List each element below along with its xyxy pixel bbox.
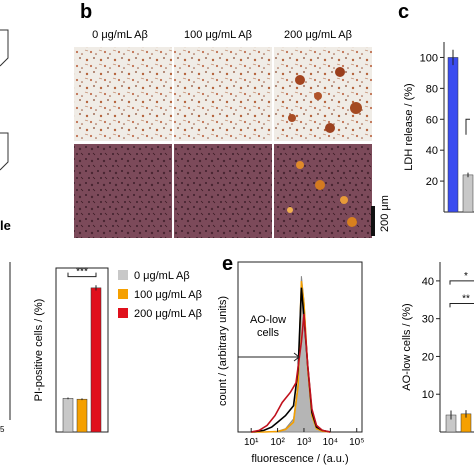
- ao-low-gate-arrow: [293, 352, 300, 362]
- flow-x-tick-label: 10⁴: [323, 437, 338, 448]
- cell-clumps-200: [288, 67, 362, 133]
- cube-outline-bottom: [0, 132, 9, 171]
- stain-highlights-200: [287, 161, 357, 227]
- legend-swatch-100: [118, 289, 128, 299]
- micrograph-stained-100: [174, 144, 272, 238]
- panel-c-letter: c: [398, 1, 409, 23]
- flow-series-line: [251, 313, 331, 433]
- column-label-200: 200 μg/mL Aβ: [284, 29, 352, 41]
- pi-bar: [90, 287, 102, 433]
- flow-x-label: fluorescence / (a.u.): [251, 453, 348, 465]
- ldh-y-tick-label: 20: [426, 176, 438, 188]
- ldh-y-tick-label: 80: [426, 83, 438, 95]
- ldh-y-tick-label: 40: [426, 145, 438, 157]
- panel-e-letter: e: [222, 253, 233, 275]
- pi-bar: [76, 398, 88, 433]
- ao-significance-label-2: **: [462, 294, 470, 305]
- micrograph-brightfield-200: [274, 47, 372, 141]
- ao-significance-label-1: *: [464, 271, 468, 282]
- scale-bar: [371, 206, 375, 236]
- ldh-y-tick-label: 100: [420, 52, 438, 64]
- legend-label-200: 200 μg/mL Aβ: [134, 308, 202, 320]
- micrograph-brightfield-100: [174, 47, 272, 141]
- ldh-y-tick-label: 60: [426, 114, 438, 126]
- ao-y-tick-label: 30: [422, 314, 434, 326]
- column-label-100: 100 μg/mL Aβ: [184, 29, 252, 41]
- cube-outline-top: [0, 29, 9, 67]
- legend: 0 μg/mL Aβ 100 μg/mL Aβ 200 μg/mL Aβ: [118, 270, 202, 320]
- flow-y-label: count / (arbitrary units): [217, 296, 229, 406]
- panel-b: b 0 μg/mL Aβ 100 μg/mL Aβ 200 μg/mL Aβ 2…: [74, 1, 391, 238]
- micrograph-stained-0: [74, 144, 172, 238]
- micrograph-brightfield-0: [74, 47, 172, 141]
- ao-significance-bracket-1: [449, 280, 474, 285]
- panel-a-fragment: le 5: [0, 29, 11, 434]
- ldh-significance-bracket: [465, 118, 470, 135]
- legend-label-100: 100 μg/mL Aβ: [134, 289, 202, 301]
- ldh-y-label: LDH release / (%): [403, 83, 415, 170]
- panel-d: PI-positive cells / (%) *** 0 μg/mL Aβ 10…: [33, 267, 202, 433]
- ldh-bar: [462, 174, 474, 213]
- ao-y-tick-label: 40: [422, 276, 434, 288]
- panel-b-letter: b: [80, 1, 92, 23]
- flow-x-tick-label: 10³: [297, 437, 312, 448]
- pi-significance-bracket: [67, 272, 97, 278]
- ldh-bar: [447, 57, 459, 213]
- flow-x-tick-label: 10¹: [244, 437, 259, 448]
- ao-significance-bracket-2: [449, 303, 474, 308]
- flow-series-line: [251, 287, 331, 433]
- legend-swatch-200: [118, 308, 128, 318]
- flow-x-tick-label: 10²: [270, 437, 285, 448]
- pi-bar: [62, 398, 74, 433]
- ldh-chart: 20 40 60 80 100 LDH release / (%): [403, 42, 474, 213]
- legend-label-0: 0 μg/mL Aβ: [134, 270, 190, 282]
- flow-x-tick-label: 10⁵: [349, 437, 364, 448]
- ao-y-tick-label: 10: [422, 389, 434, 401]
- panel-a-tick-fragment: 5: [0, 425, 5, 434]
- ao-low-annotation-line: AO-low: [250, 314, 286, 326]
- panel-a-text-fragment: le: [0, 218, 11, 233]
- ao-low-annotation-line: cells: [257, 327, 280, 339]
- panel-c: c 20 40 60 80 100 LDH release / (%): [398, 1, 474, 213]
- ao-low-annotation: AO-low cells: [250, 314, 286, 339]
- ao-y-label: AO-low cells / (%): [401, 303, 413, 390]
- pi-chart: PI-positive cells / (%) ***: [33, 267, 109, 433]
- column-label-0: 0 μg/mL Aβ: [92, 29, 148, 41]
- micrograph-stained-200: [274, 144, 372, 238]
- pi-significance-label: ***: [76, 267, 88, 278]
- legend-swatch-0: [118, 270, 128, 280]
- scale-bar-label: 200 μm: [379, 195, 391, 232]
- ao-y-tick-label: 20: [422, 351, 434, 363]
- pi-y-label: PI-positive cells / (%): [33, 299, 45, 402]
